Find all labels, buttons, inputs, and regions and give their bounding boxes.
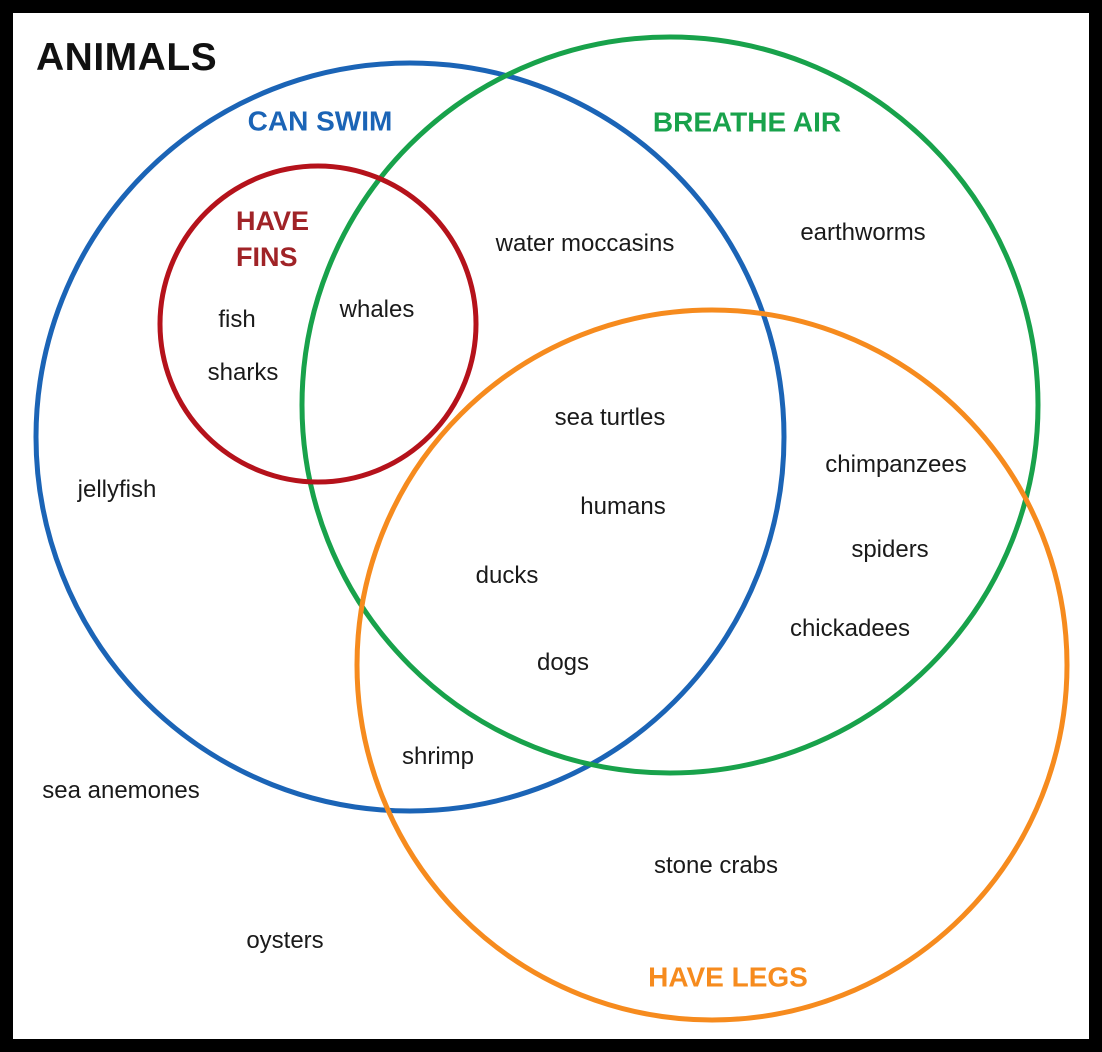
circle-have-legs: [354, 307, 1070, 1023]
set-label-can-swim: CAN SWIM: [247, 105, 393, 137]
set-label-have-fins: HAVE FINS: [236, 206, 310, 272]
item-label-ducks: ducks: [475, 562, 539, 589]
item-label-shrimp: shrimp: [401, 743, 475, 770]
item-label-stone-crabs: stone crabs: [653, 852, 779, 879]
item-label-jellyfish: jellyfish: [77, 476, 157, 503]
item-label-chimpanzees: chimpanzees: [825, 451, 967, 478]
circle-breathe-air: [299, 34, 1041, 776]
item-label-earthworms: earthworms: [800, 219, 926, 246]
set-label-breathe-air: BREATHE AIR: [652, 106, 842, 138]
item-label-chickadees: chickadees: [789, 615, 911, 642]
item-label-fish: fish: [218, 306, 256, 333]
circle-have-fins: [157, 163, 479, 485]
item-label-whales: whales: [339, 296, 415, 323]
item-label-humans: humans: [580, 493, 666, 520]
item-label-oysters: oysters: [246, 927, 324, 954]
item-label-sea-turtles: sea turtles: [554, 404, 666, 431]
set-label-have-legs: HAVE LEGS: [648, 961, 808, 993]
circle-can-swim: [33, 60, 787, 814]
item-label-sharks: sharks: [207, 359, 279, 386]
item-label-water-moccasins: water moccasins: [495, 230, 675, 257]
diagram-title: ANIMALS: [36, 36, 218, 79]
item-label-sea-anemones: sea anemones: [42, 777, 200, 804]
item-label-dogs: dogs: [536, 649, 590, 676]
item-label-spiders: spiders: [851, 536, 929, 563]
